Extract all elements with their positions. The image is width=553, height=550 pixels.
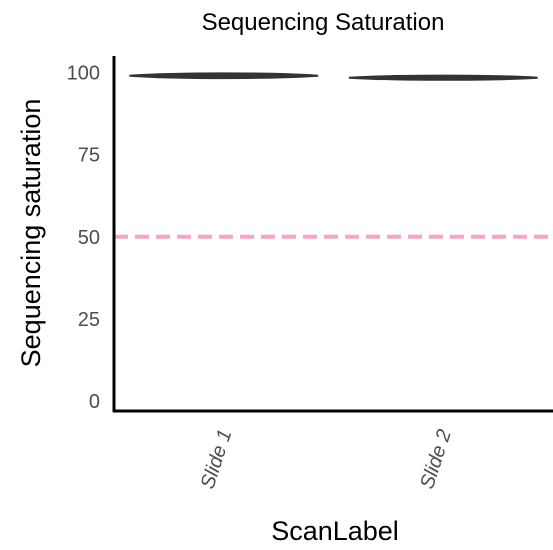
- chart-title: Sequencing Saturation: [202, 9, 445, 36]
- y-tick-label: 75: [78, 145, 100, 167]
- x-tick-label: Slide 1: [197, 427, 237, 492]
- y-tick-label: 0: [89, 391, 100, 413]
- violin-slide-1: [129, 72, 319, 80]
- y-tick-label: 50: [78, 227, 100, 249]
- y-tick-label: 100: [67, 62, 100, 84]
- x-tick-label: Slide 2: [416, 427, 456, 492]
- y-tick-label: 25: [78, 309, 100, 331]
- y-axis-label: Sequencing saturation: [16, 99, 46, 368]
- x-axis-label: ScanLabel: [271, 516, 399, 546]
- violin-slide-2: [348, 74, 538, 81]
